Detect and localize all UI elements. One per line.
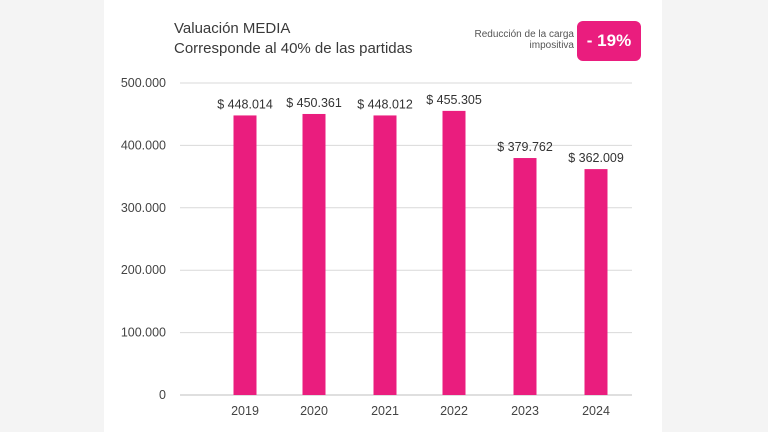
bar-2020 xyxy=(302,113,326,396)
bar-2023 xyxy=(513,158,537,395)
x-tick-label: 2024 xyxy=(582,404,610,418)
y-tick-label: 100.000 xyxy=(121,326,166,340)
data-label: $ 455.305 xyxy=(426,93,482,107)
y-tick-label: 500.000 xyxy=(121,76,166,90)
y-tick-label: 0 xyxy=(159,388,166,402)
bar-2022 xyxy=(442,110,466,395)
data-label: $ 379.762 xyxy=(497,140,553,154)
bar-2021 xyxy=(373,115,397,395)
x-tick-label: 2022 xyxy=(440,404,468,418)
bar-2024 xyxy=(584,169,608,395)
chart-title-block: Valuación MEDIA Corresponde al 40% de la… xyxy=(174,19,412,59)
y-tick-label: 200.000 xyxy=(121,263,166,277)
y-tick-label: 400.000 xyxy=(121,138,166,152)
data-label: $ 450.361 xyxy=(286,96,342,110)
x-tick-label: 2021 xyxy=(371,404,399,418)
reduction-label: Reducción de la carga impositiva xyxy=(474,29,574,51)
x-tick-label: 2020 xyxy=(300,404,328,418)
chart-subtitle: Corresponde al 40% de las partidas xyxy=(174,40,413,57)
reduction-badge: - 19% xyxy=(577,21,641,61)
x-tick-label: 2019 xyxy=(231,404,259,418)
data-label: $ 362.009 xyxy=(568,151,624,165)
data-label: $ 448.012 xyxy=(357,97,413,111)
data-label: $ 448.014 xyxy=(217,97,273,111)
chart-title: Valuación MEDIA xyxy=(174,20,291,37)
y-tick-label: 300.000 xyxy=(121,201,166,215)
bar-2019 xyxy=(233,115,257,395)
x-tick-label: 2023 xyxy=(511,404,539,418)
